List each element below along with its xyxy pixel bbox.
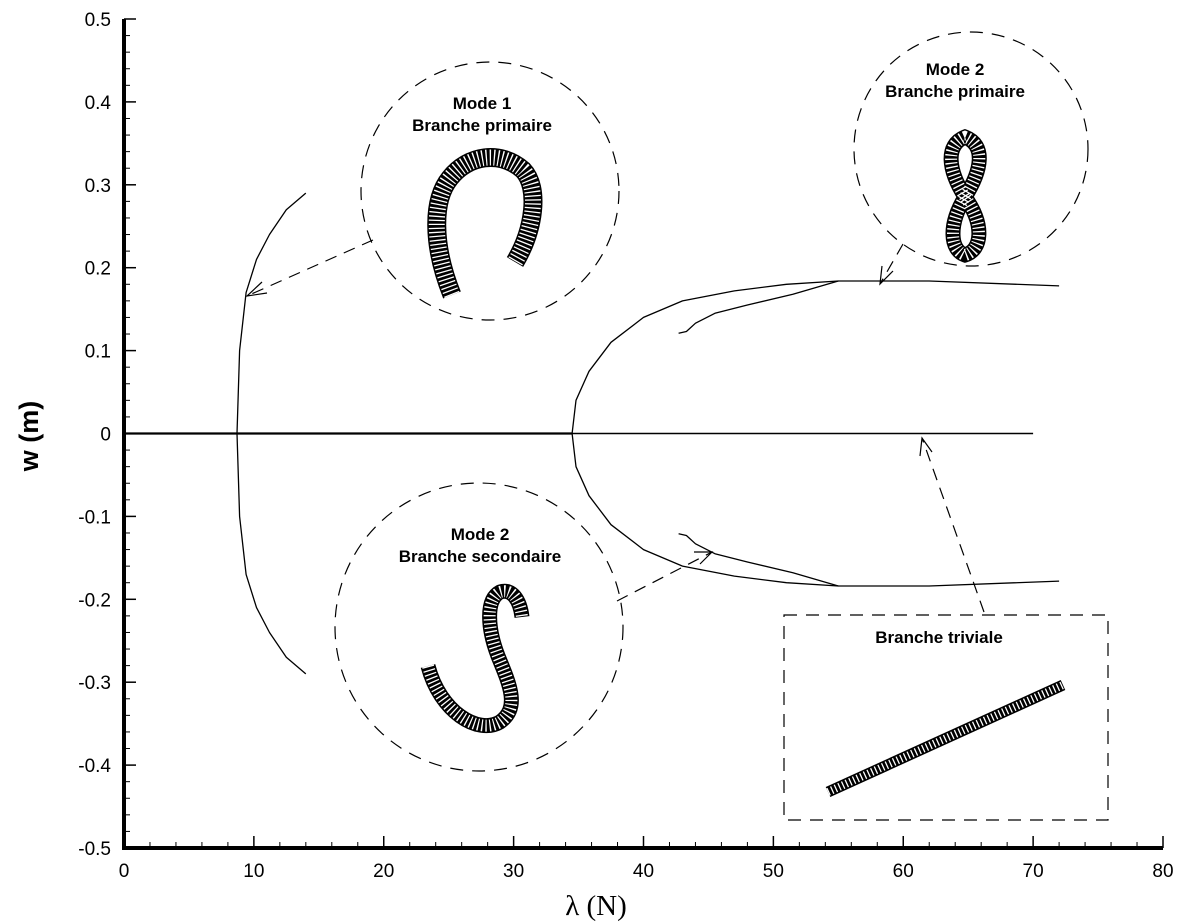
- x-tick-label: 10: [243, 861, 264, 882]
- x-tick-label: 30: [503, 861, 524, 882]
- y-tick-label: 0.5: [85, 10, 111, 31]
- mode2-s-ribbon-shape: [420, 583, 530, 734]
- mode2-secondary-circle: [334, 482, 624, 772]
- mode2-primary-inset: Mode 2 Branche primaire: [853, 31, 1089, 286]
- series-mode2-primary-lower: [571, 433, 1060, 587]
- x-tick-label: 20: [373, 861, 394, 882]
- series-mode1-lower: [236, 433, 307, 675]
- mode1-primary-label-2: Branche primaire: [412, 116, 552, 135]
- x-tick-label: 80: [1152, 861, 1173, 882]
- mode2-secondary-pointer-arrow: [616, 551, 713, 602]
- mode2-primary-pointer-head: [879, 265, 894, 286]
- y-tick-label: 0.3: [85, 176, 111, 197]
- mode2-secondary-label-1: Mode 2: [451, 525, 510, 544]
- ticks-layer: 0 10 20 30 40 50 60 70 80 0.5 0.4 0.3 0.2 0.1 0 -0.1 -0.…: [78, 10, 1173, 882]
- series-mode1-upper: [236, 192, 307, 434]
- y-axis-title: w (m): [14, 401, 44, 473]
- trivial-ribbon-shape: [825, 679, 1066, 798]
- x-tick-label: 70: [1023, 861, 1044, 882]
- x-tick-label: 50: [763, 861, 784, 882]
- y-tick-label: -0.4: [78, 756, 111, 777]
- mode2-primary-circle: [853, 31, 1089, 267]
- y-tick-label: 0: [100, 425, 111, 446]
- trivial-pointer-head: [919, 436, 933, 457]
- mode2-secondary-inset: Mode 2 Branche secondaire: [334, 482, 714, 772]
- y-tick-label: -0.1: [78, 507, 111, 528]
- x-tick-label: 60: [893, 861, 914, 882]
- mode2-figure-eight-shape: [943, 128, 987, 263]
- mode2-primary-label-1: Mode 2: [926, 60, 985, 79]
- x-tick-label: 40: [633, 861, 654, 882]
- y-tick-label: 0.4: [85, 93, 112, 114]
- mode1-primary-label-1: Mode 1: [453, 94, 512, 113]
- trivial-inset: Branche triviale: [783, 436, 1109, 821]
- mode2-secondary-pointer-head: [694, 551, 714, 565]
- y-tick-label: 0.1: [85, 342, 111, 363]
- series-mode2-secondary-upper: [678, 280, 839, 334]
- y-tick-label: -0.3: [78, 673, 111, 694]
- mode2-primary-label-2: Branche primaire: [885, 82, 1025, 101]
- series-mode2-primary-upper: [571, 280, 1060, 434]
- mode2-primary-pointer-arrow: [879, 243, 904, 285]
- mode1-ribbon-shape: [427, 148, 543, 299]
- y-tick-label: 0.2: [85, 259, 111, 280]
- mode1-pointer-head: [245, 281, 268, 297]
- series-layer: [124, 192, 1060, 675]
- x-axis-title: λ (N): [565, 890, 627, 922]
- trivial-pointer-arrow: [921, 437, 985, 613]
- x-tick-label: 0: [119, 861, 130, 882]
- mode1-primary-inset: Mode 1 Branche primaire: [245, 61, 620, 321]
- mode1-pointer-arrow: [246, 239, 374, 297]
- mode2-secondary-label-2: Branche secondaire: [399, 547, 562, 566]
- mode1-primary-circle: [360, 61, 620, 321]
- trivial-label: Branche triviale: [875, 628, 1003, 647]
- y-tick-label: -0.2: [78, 590, 111, 611]
- y-tick-label: -0.5: [78, 839, 111, 860]
- series-mode2-secondary-lower: [678, 533, 839, 587]
